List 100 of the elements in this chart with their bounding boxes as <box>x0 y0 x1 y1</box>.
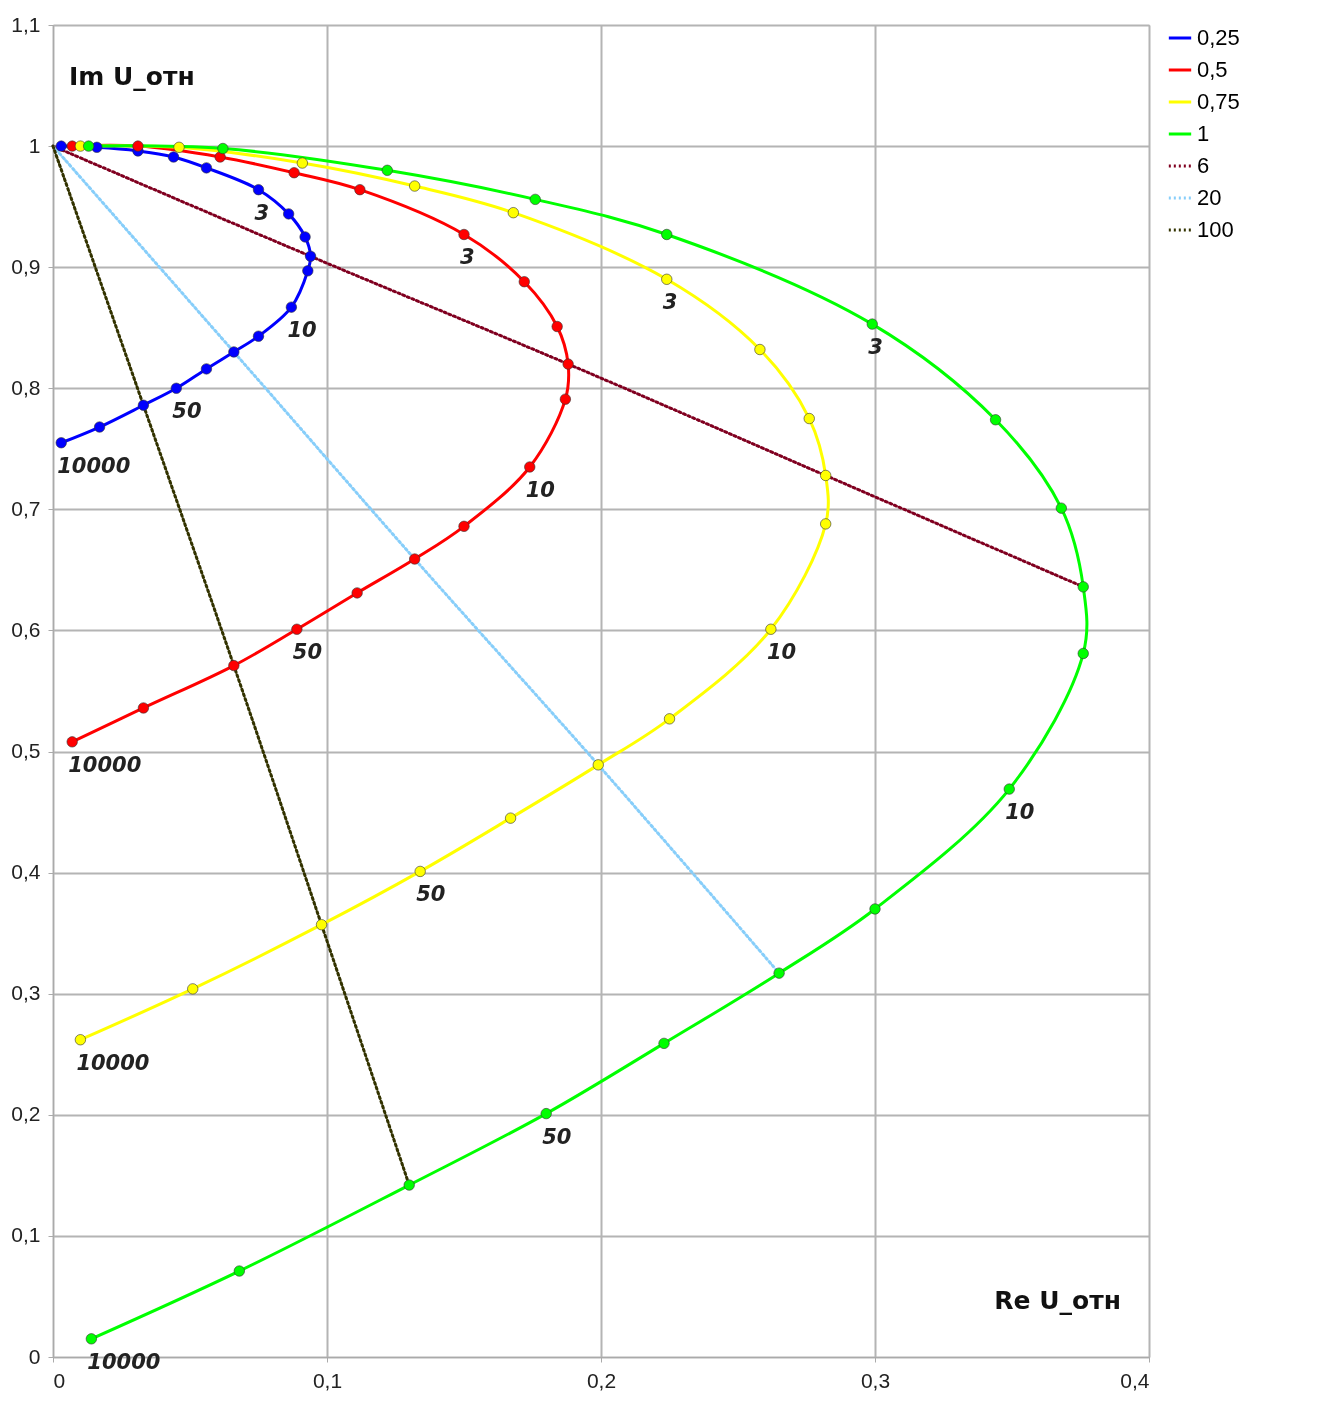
point <box>173 141 185 153</box>
point <box>820 469 832 481</box>
y-tick-label: 1 <box>28 133 41 157</box>
legend-label: 100 <box>1197 217 1234 242</box>
x-tick-label: 0,2 <box>586 1368 617 1392</box>
annotation: 10000 <box>76 1050 150 1075</box>
point <box>869 903 881 915</box>
point <box>663 713 676 725</box>
point <box>773 967 785 979</box>
point <box>1055 502 1067 514</box>
y-axis-title: Im U_отн <box>69 62 195 91</box>
y-tick-label: 0 <box>28 1344 41 1368</box>
point <box>820 518 832 530</box>
point <box>658 1037 670 1049</box>
point <box>458 520 470 532</box>
y-tick-label: 0,4 <box>11 860 41 884</box>
point <box>315 919 328 931</box>
point <box>252 184 265 196</box>
y-tick-label: 1,1 <box>11 12 41 36</box>
annotation: 50 <box>416 882 446 907</box>
point <box>74 1034 86 1046</box>
annotation: 50 <box>292 640 323 665</box>
point <box>540 1108 552 1120</box>
point <box>55 437 67 449</box>
annotation: 10 <box>287 318 317 343</box>
point <box>381 164 393 176</box>
x-tick-label: 0,4 <box>1120 1368 1150 1392</box>
annotation: 10000 <box>57 453 131 478</box>
annotation: 50 <box>172 399 202 424</box>
point <box>562 358 574 370</box>
point <box>200 162 212 174</box>
point <box>403 1179 415 1191</box>
point <box>351 587 363 599</box>
point <box>551 320 563 333</box>
point <box>661 273 673 285</box>
point <box>1077 581 1089 593</box>
point <box>187 983 199 995</box>
point <box>458 228 470 241</box>
point <box>592 759 604 771</box>
point <box>233 1265 245 1277</box>
legend-label: 0,75 <box>1197 89 1240 114</box>
point <box>354 184 366 196</box>
point <box>168 151 180 163</box>
point <box>299 231 311 243</box>
annotation: 3 <box>868 335 883 360</box>
y-tick-label: 0,1 <box>11 1223 41 1247</box>
point <box>990 414 1002 426</box>
point <box>228 660 240 672</box>
point <box>409 180 421 192</box>
point <box>518 276 530 288</box>
annotation: 3 <box>662 290 678 315</box>
point <box>252 330 265 342</box>
point <box>132 140 144 152</box>
y-tick-label: 0,2 <box>11 1102 41 1126</box>
y-tick-label: 0,5 <box>11 739 41 763</box>
x-axis-title: Re U_отн <box>994 1286 1121 1315</box>
y-tick-label: 0,8 <box>11 375 41 399</box>
point <box>1003 783 1015 795</box>
point <box>414 865 426 877</box>
annotation: 10 <box>1005 800 1035 825</box>
point <box>302 265 314 277</box>
point <box>170 382 182 394</box>
point <box>559 393 571 405</box>
point <box>66 736 78 748</box>
point <box>803 413 815 425</box>
point <box>285 301 297 313</box>
point <box>94 421 106 433</box>
annotation: 10000 <box>68 752 142 777</box>
point <box>55 140 67 152</box>
legend-label: 1 <box>1197 121 1210 146</box>
legend-label: 0,25 <box>1197 25 1240 50</box>
point <box>228 346 240 358</box>
annotation: 50 <box>542 1124 572 1149</box>
annotation: 3 <box>460 245 475 270</box>
point <box>288 167 300 179</box>
point <box>217 142 229 155</box>
point <box>305 250 317 262</box>
y-tick-label: 0,3 <box>11 981 41 1005</box>
point <box>529 193 541 205</box>
point <box>83 140 95 152</box>
y-tick-label: 0,6 <box>11 617 41 641</box>
point <box>291 623 303 635</box>
point <box>137 399 149 411</box>
point <box>765 623 777 635</box>
point <box>524 461 536 473</box>
annotation: 10 <box>766 640 797 665</box>
point <box>409 553 421 565</box>
point <box>283 208 295 220</box>
point <box>866 318 878 330</box>
point <box>754 343 766 356</box>
point <box>661 228 673 241</box>
annotation: 3 <box>254 200 270 225</box>
y-tick-label: 0,7 <box>11 496 41 520</box>
x-tick-label: 0,3 <box>860 1368 891 1392</box>
point <box>296 157 308 169</box>
y-tick-label: 0,9 <box>11 254 41 278</box>
point <box>200 363 212 375</box>
point <box>214 151 226 163</box>
annotation: 10000 <box>87 1349 161 1374</box>
x-tick-label: 0 <box>53 1368 66 1392</box>
